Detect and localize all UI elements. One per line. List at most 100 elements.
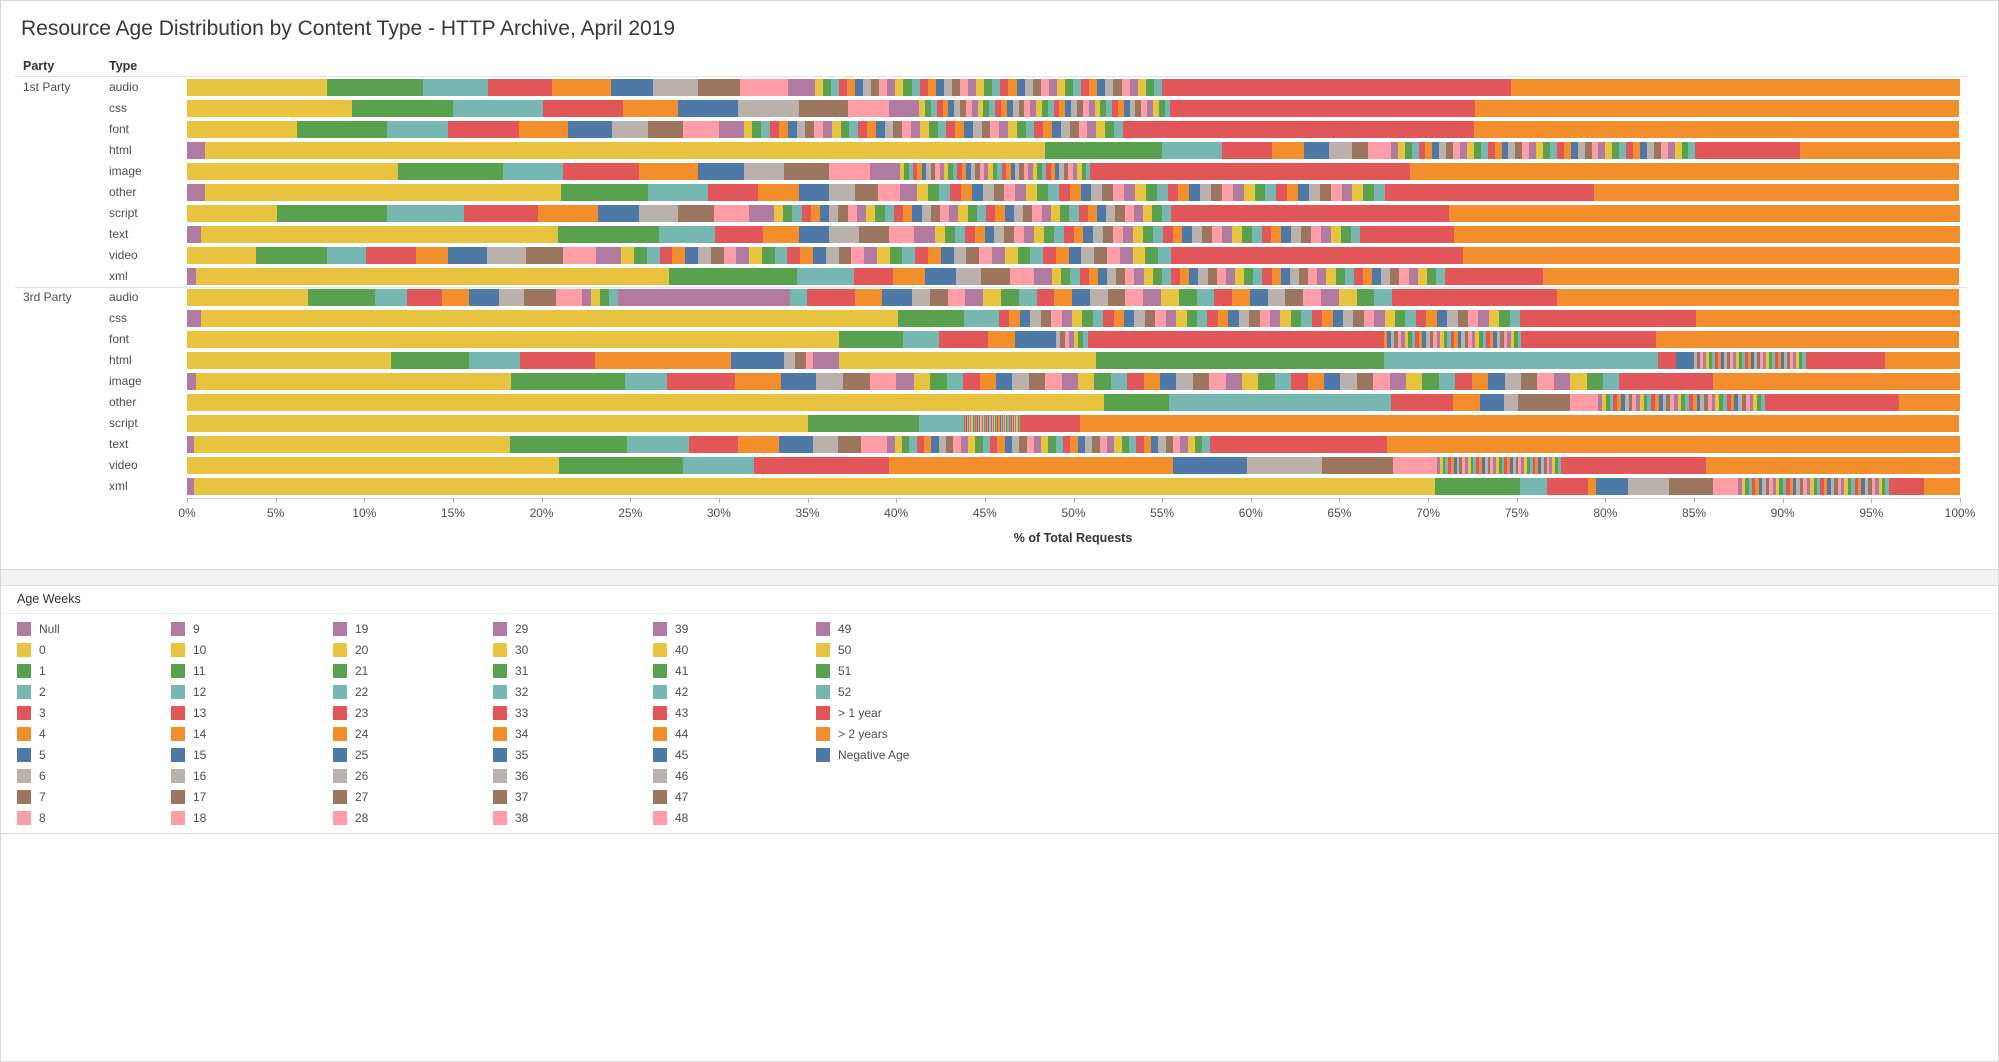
bar-segment-week-35[interactable] [1324,373,1341,390]
bar-segment-week-16[interactable] [938,436,946,453]
bar-segment-week-32[interactable] [1447,331,1451,348]
bar-segment-0[interactable] [187,457,560,474]
bar-segment-week-15[interactable] [995,373,1013,390]
bar-segment-week-44[interactable] [1730,394,1735,411]
bar-segment-week-22[interactable] [1047,184,1059,201]
bar-segment-week-17[interactable] [960,100,966,117]
bar-segment-week-41[interactable] [1612,142,1620,159]
bar-segment-week-24[interactable] [1418,331,1423,348]
bar-segment-week-41[interactable] [1241,226,1252,243]
bar-segment-week-36[interactable] [1577,142,1585,159]
bar-segment-week-43[interactable] [1455,373,1472,390]
bar-segment-week-28[interactable] [1113,184,1125,201]
bar-segment-week-44[interactable] [1271,226,1282,243]
bar-segment-week-50[interactable] [1132,247,1146,264]
bar-segment-6[interactable] [828,184,856,201]
bar-segment-week-48[interactable] [1546,457,1550,474]
bar-segment-week-33[interactable] [1689,394,1693,411]
bar-segment-week-52[interactable] [1161,205,1171,222]
bar-segment-week-33[interactable] [1001,163,1007,180]
bar-segment-6[interactable] [1328,142,1352,159]
bar-segment-week-22[interactable] [849,121,859,138]
legend-item-50[interactable]: 50 [816,639,909,660]
bar-segment-week-48[interactable] [1106,247,1120,264]
bar-segment-week-52[interactable] [1158,247,1171,264]
bar-segment-week-49[interactable] [1749,394,1754,411]
bar-segment-week-12[interactable] [908,163,913,180]
bar-segment-week-42[interactable] [1069,205,1079,222]
bar-segment-week-18[interactable] [1045,373,1062,390]
bar-segment->-2-years[interactable] [1706,457,1960,474]
bar-segment-week-9[interactable] [1069,331,1074,348]
bar-segment-week-42[interactable] [1251,226,1262,243]
bar-segment-week-11[interactable] [600,289,609,306]
bar-segment-week-20[interactable] [1077,373,1095,390]
bar-segment-week-51[interactable] [1586,373,1603,390]
bar-segment-week-36[interactable] [953,247,967,264]
bar-segment-week-26[interactable] [1176,373,1193,390]
bar-segment-week-18[interactable] [1453,142,1461,159]
legend-item-5[interactable]: 5 [17,744,60,765]
bar-segment-week-40[interactable] [1326,268,1336,285]
bar-segment-week-25[interactable] [1793,478,1797,495]
bar-segment-week-35[interactable] [1016,79,1025,96]
bar-segment-week-47[interactable] [1301,226,1311,243]
bar-segment-4[interactable] [518,121,569,138]
bar-segment-week-34[interactable] [928,247,941,264]
bar-segment-week-26[interactable] [1796,478,1800,495]
bar-segment-week-19[interactable] [887,79,896,96]
bar-segment-7[interactable] [1351,142,1368,159]
bar-segment->-1-year[interactable] [1695,142,1800,159]
bar-segment-week-16[interactable] [978,415,980,432]
bar-segment-week-6[interactable] [1030,310,1041,327]
bar-segment-week-34[interactable] [1070,436,1078,453]
bar-segment-week-49[interactable] [1667,142,1675,159]
bar-segment-week-37[interactable] [1757,352,1761,369]
bar-segment-week-31[interactable] [1681,394,1686,411]
bar-segment-week-50[interactable] [1488,310,1500,327]
bar-segment-week-29[interactable] [1806,478,1811,495]
bar-segment-week-35[interactable] [1065,100,1072,117]
bar-segment-week-47[interactable] [1013,415,1015,432]
bar-segment-week-51[interactable] [1081,163,1087,180]
bar-segment-week-46[interactable] [1496,331,1501,348]
bar-segment-week-41[interactable] [1006,415,1008,432]
bar-segment-week-43[interactable] [1046,163,1051,180]
bar-segment-week-40[interactable] [1844,478,1848,495]
bar-segment-week-12[interactable] [1609,394,1614,411]
bar-segment-week-48[interactable] [1399,268,1409,285]
bar-segment-week-22[interactable] [774,247,788,264]
bar-segment-5[interactable] [924,268,957,285]
bar-segment-week-49[interactable] [1875,478,1879,495]
bar-segment-week-11[interactable] [1061,268,1071,285]
bar-segment-week-33[interactable] [1262,268,1272,285]
legend-item-12[interactable]: 12 [171,681,206,702]
bar-segment-week-13[interactable] [964,226,975,243]
bar-segment-week-50[interactable] [1187,436,1196,453]
bar-segment-week-37[interactable] [1584,142,1592,159]
bar-segment->-2-years[interactable] [1511,79,1960,96]
bar-segment-2[interactable] [626,436,689,453]
bar-segment-week-17[interactable] [1459,457,1463,474]
bar-segment-week-25[interactable] [813,247,826,264]
bar-segment->-2-years[interactable] [1409,163,1960,180]
bar-segment-4[interactable] [1272,142,1304,159]
bar-segment-3[interactable] [754,457,890,474]
bar-segment-week-26[interactable] [1662,394,1667,411]
bar-segment-week-22[interactable] [984,415,987,432]
bar-segment-week-10[interactable] [1073,331,1079,348]
bar-segment-week-44[interactable] [1287,184,1299,201]
bar-segment-week-47[interactable] [1787,352,1791,369]
legend-item-0[interactable]: 0 [17,639,60,660]
bar-segment-week-15[interactable] [1620,394,1625,411]
bar-segment-week-23[interactable] [787,247,801,264]
bar-segment-week-21[interactable] [948,163,953,180]
bar-segment-week-28[interactable] [940,205,950,222]
bar-segment-week-22[interactable] [1197,310,1208,327]
bar-segment-5[interactable] [1596,478,1629,495]
bar-segment-week-49[interactable] [1549,457,1553,474]
bar-segment-week-46[interactable] [1129,100,1136,117]
bar-segment-0[interactable] [187,331,840,348]
bar-segment-week-39[interactable] [1107,436,1115,453]
bar-segment-week-45[interactable] [1068,247,1082,264]
